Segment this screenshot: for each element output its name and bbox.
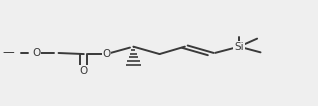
Text: O: O (80, 66, 88, 76)
Text: O: O (102, 49, 111, 59)
Text: O: O (32, 48, 41, 58)
Text: Si: Si (234, 42, 244, 52)
Text: —: — (3, 47, 14, 59)
